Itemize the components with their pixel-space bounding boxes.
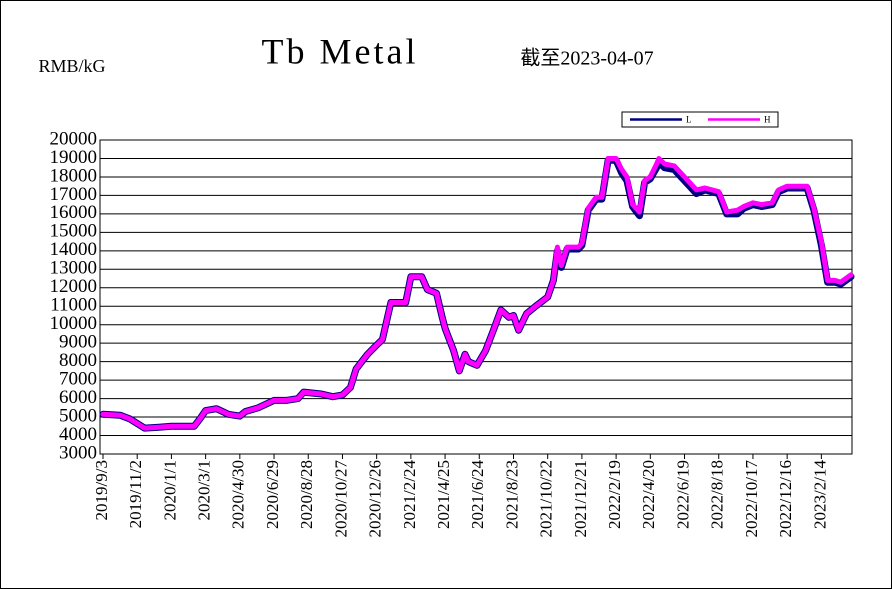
legend-label: L [686, 115, 692, 125]
x-tick-label: 2023/2/14 [810, 460, 829, 529]
y-tick-label: 16000 [50, 202, 98, 223]
y-tick-label: 9000 [59, 332, 97, 353]
x-tick-label: 2021/2/24 [400, 460, 419, 529]
y-tick-label: 20000 [50, 128, 98, 149]
y-tick-label: 7000 [59, 368, 97, 389]
x-tick-label: 2022/10/17 [742, 460, 761, 538]
x-tick-label: 2021/12/21 [571, 460, 590, 537]
chart-title: Tb Metal [262, 31, 419, 71]
y-tick-label: 10000 [50, 313, 98, 334]
y-tick-label: 12000 [50, 276, 98, 297]
x-tick-label: 2020/8/28 [297, 460, 316, 529]
x-tick-label: 2020/10/27 [331, 460, 350, 538]
x-tick-label: 2019/11/2 [126, 460, 145, 528]
y-tick-label: 4000 [59, 424, 97, 445]
y-tick-label: 6000 [59, 387, 97, 408]
series-line [100, 156, 854, 431]
chart-subtitle: 截至2023-04-07 [520, 47, 653, 70]
x-tick-label: 2021/8/23 [502, 460, 521, 529]
y-tick-label: 19000 [50, 147, 98, 168]
x-tick-label: 2022/6/19 [673, 460, 692, 529]
x-tick-label: 2020/1/1 [160, 460, 179, 520]
x-tick-label: 2021/10/22 [537, 460, 556, 537]
x-tick-label: 2022/8/18 [708, 460, 727, 529]
x-tick-label: 2020/6/29 [263, 460, 282, 529]
y-tick-label: 3000 [59, 442, 97, 463]
y-tick-label: 14000 [50, 239, 98, 260]
y-tick-label: 5000 [59, 405, 97, 426]
x-tick-label: 2021/4/25 [434, 460, 453, 529]
y-tick-label: 11000 [50, 295, 97, 316]
y-tick-label: 18000 [50, 165, 98, 186]
y-tick-label: 13000 [50, 258, 98, 279]
y-tick-label: 15000 [50, 221, 98, 242]
x-tick-label: 2022/12/16 [776, 460, 795, 537]
y-tick-label: 8000 [59, 350, 97, 371]
y-axis-label: RMB/kG [38, 56, 105, 76]
y-tick-label: 17000 [50, 184, 98, 205]
x-tick-label: 2022/2/19 [605, 460, 624, 529]
plot-area [99, 139, 853, 455]
legend-box [621, 111, 779, 128]
x-tick-label: 2020/12/26 [366, 460, 385, 537]
x-tick-label: 2021/6/24 [468, 460, 487, 529]
x-tick-label: 2022/4/20 [639, 460, 658, 529]
x-tick-label: 2020/3/1 [195, 460, 214, 520]
x-tick-label: 2020/4/30 [229, 460, 248, 529]
legend-label: H [764, 115, 771, 125]
x-tick-label: 2019/9/3 [92, 460, 111, 520]
